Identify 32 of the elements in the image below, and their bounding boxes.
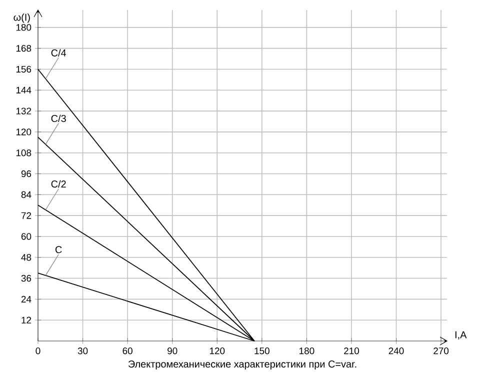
x-tick-label: 180 xyxy=(300,348,314,354)
y-tick-label: 156 xyxy=(16,66,32,73)
x-tick-label: 120 xyxy=(210,348,225,354)
text: Электромеханические характеристики при C=var. xyxy=(128,360,356,370)
x-tick-label: 30 xyxy=(78,348,88,354)
x-axis-title: I,A xyxy=(455,331,467,340)
x-tick-label: 270 xyxy=(434,348,449,354)
x-tick-label: 150 xyxy=(254,348,270,354)
y-tick-label: 180 xyxy=(16,24,32,31)
x-tick-label: 0 xyxy=(36,348,40,354)
y-tick-label: 36 xyxy=(21,274,32,282)
text: C/2 xyxy=(51,180,66,188)
y-tick-label: 132 xyxy=(16,108,32,114)
y-tick-label: 48 xyxy=(21,254,32,261)
y-tick-label: 120 xyxy=(16,128,32,136)
x-tick-label: 210 xyxy=(344,348,359,354)
x-tick-label: 240 xyxy=(388,348,404,354)
x-tick-label: 90 xyxy=(168,348,178,354)
y-tick-label: 144 xyxy=(16,86,32,94)
series-label: C/4 xyxy=(51,49,66,56)
y-axis-title: ω(I) xyxy=(14,14,30,23)
y-tick-label: 24 xyxy=(21,296,32,302)
y-tick-label: 12 xyxy=(22,316,32,324)
y-tick-label: 96 xyxy=(21,170,32,178)
y-tick-label: 60 xyxy=(21,233,32,240)
y-tick-label: 72 xyxy=(21,212,32,219)
x-tick-label: 60 xyxy=(122,348,132,354)
y-tick-label: 84 xyxy=(21,191,32,198)
text: C/3 xyxy=(51,114,66,122)
text: C xyxy=(55,246,62,254)
y-tick-label: 168 xyxy=(16,44,32,52)
y-tick-label: 108 xyxy=(16,150,32,156)
